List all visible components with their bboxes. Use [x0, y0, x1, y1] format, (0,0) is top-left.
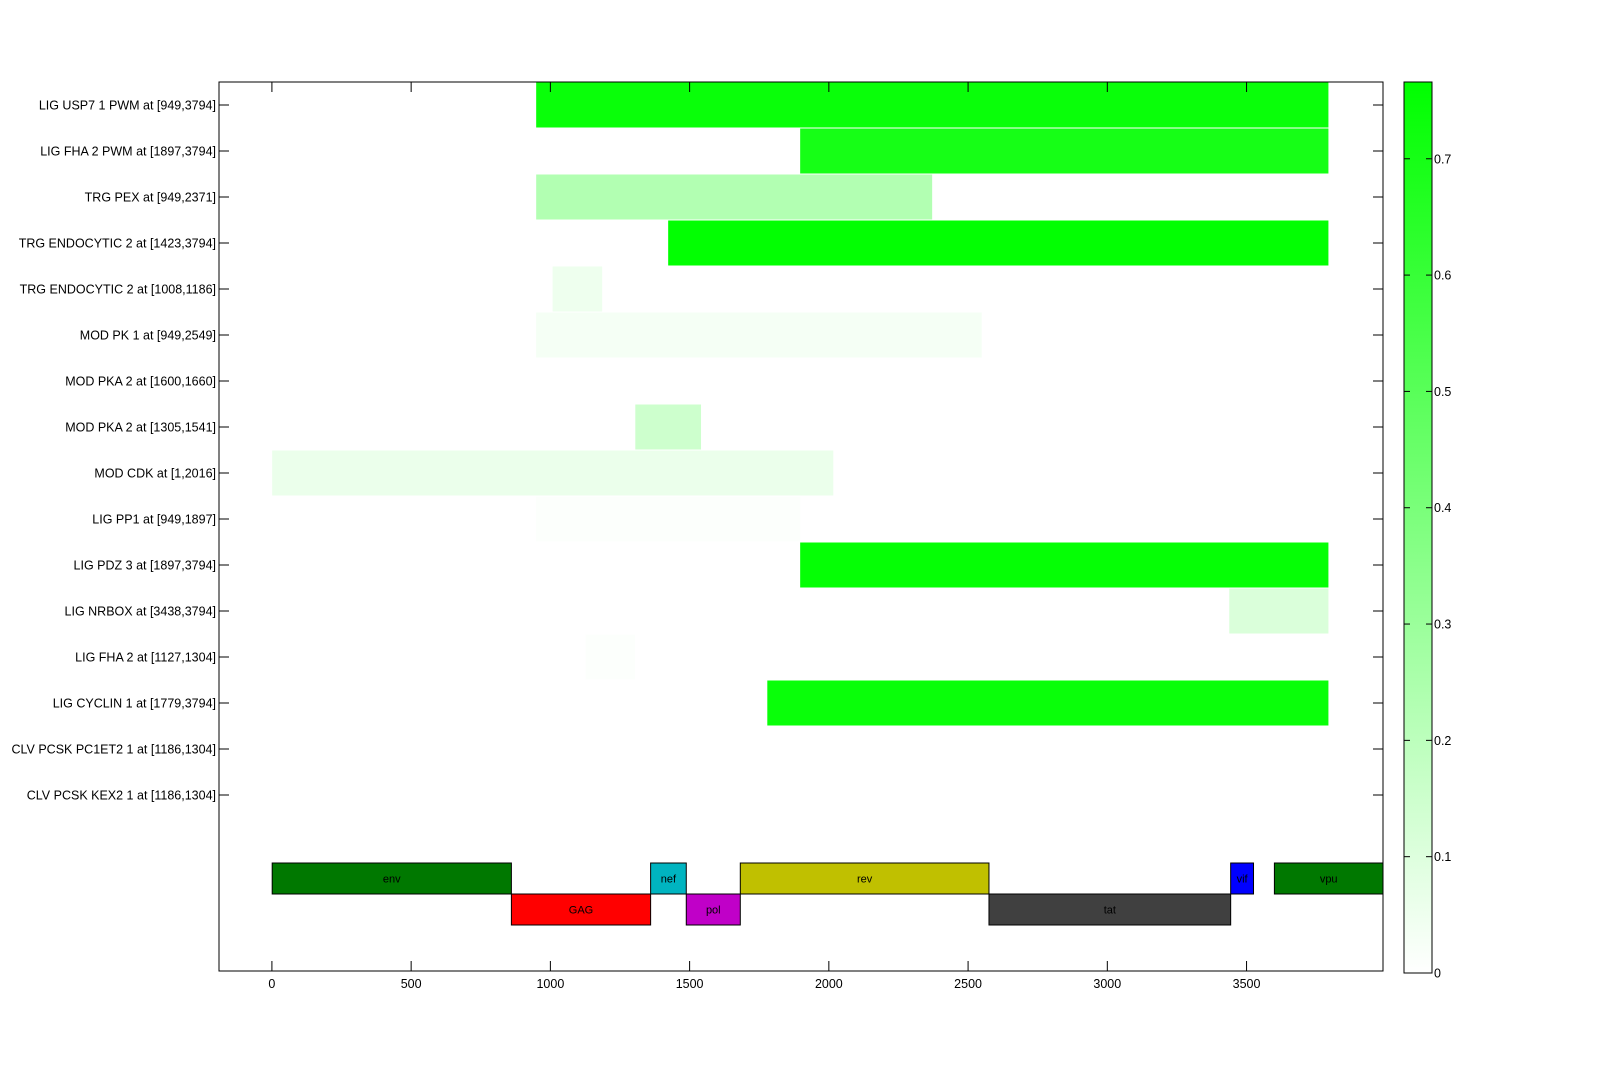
heatmap-bar: [536, 312, 982, 358]
y-tick-label: TRG PEX at [949,2371]: [85, 191, 216, 205]
gene-block: [685, 893, 741, 926]
y-tick-label: MOD PK 1 at [949,2549]: [80, 329, 216, 343]
y-tick-label: MOD PKA 2 at [1305,1541]: [65, 421, 216, 435]
y-tick-label: LIG FHA 2 at [1127,1304]: [75, 651, 216, 665]
heatmap-bar: [536, 82, 1329, 128]
y-tick-label: MOD PKA 2 at [1600,1660]: [65, 375, 216, 389]
colorbar-tick-label: 0.1: [1434, 850, 1451, 864]
x-tick-label: 1500: [676, 977, 704, 991]
heatmap-bar: [272, 450, 834, 496]
colorbar-tick-label: 0.5: [1434, 385, 1451, 399]
heatmap-bar: [536, 174, 933, 220]
heatmap-bar: [552, 266, 603, 312]
gene-block: [739, 862, 990, 895]
gene-block: [650, 862, 687, 895]
main-plot: env GAG nef pol rev tat vif vpu LIG USP7 1 PWM a…: [11, 81, 1384, 991]
colorbar-gradient: [1403, 81, 1433, 974]
y-tick-label: CLV PCSK PC1ET2 1 at [1186,1304]: [11, 743, 216, 757]
gene-label: GAG: [569, 905, 593, 917]
x-tick-label: 1000: [536, 977, 564, 991]
y-tick-label: LIG PP1 at [949,1897]: [92, 513, 216, 527]
y-tick-label: TRG ENDOCYTIC 2 at [1008,1186]: [20, 283, 216, 297]
axes-frame: [218, 81, 1384, 972]
y-tick-label: LIG PDZ 3 at [1897,3794]: [74, 559, 216, 573]
colorbar-tick-label: 0.7: [1434, 152, 1451, 166]
colorbar-tick-label: 0.3: [1434, 618, 1451, 632]
x-tick-label: 3000: [1093, 977, 1121, 991]
heatmap-bar: [1229, 588, 1329, 634]
heatmap-bar: [536, 496, 801, 542]
x-tick-label: 0: [268, 977, 275, 991]
y-tick-label: TRG ENDOCYTIC 2 at [1423,3794]: [19, 237, 216, 251]
y-tick-label: LIG NRBOX at [3438,3794]: [65, 605, 216, 619]
colorbar-tick-label: 0.2: [1434, 734, 1451, 748]
y-tick-label: LIG FHA 2 PWM at [1897,3794]: [40, 145, 216, 159]
gene-label: rev: [857, 874, 873, 886]
y-tick-label: CLV PCSK KEX2 1 at [1186,1304]: [27, 789, 216, 803]
gene-label: pol: [706, 905, 721, 917]
colorbar-tick-label: 0.6: [1434, 269, 1451, 283]
gene-block: [271, 862, 512, 895]
gene-block: [988, 893, 1232, 926]
colorbar-tick-label: 0.4: [1434, 501, 1451, 515]
gene-label: vpu: [1320, 874, 1338, 886]
heatmap-bar: [668, 220, 1329, 266]
heatmap-bar: [767, 680, 1329, 726]
heatmap-bar: [800, 128, 1329, 174]
x-tick-label: 2000: [815, 977, 843, 991]
x-tick-label: 500: [401, 977, 422, 991]
gene-label: nef: [661, 874, 677, 886]
gene-label: tat: [1104, 905, 1116, 917]
gene-label: env: [383, 874, 401, 886]
x-tick-label: 2500: [954, 977, 982, 991]
heatmap-bar: [602, 772, 636, 818]
gene-block: [1230, 862, 1255, 895]
gene-block: [510, 893, 652, 926]
y-tick-label: MOD CDK at [1,2016]: [94, 467, 216, 481]
heatmap-bar: [602, 726, 636, 772]
x-tick-label: 3500: [1233, 977, 1261, 991]
y-tick-label: LIG USP7 1 PWM at [949,3794]: [39, 99, 216, 113]
colorbar: 0 0.1 0.2 0.3 0.4 0.5 0.6 0.7: [1403, 81, 1451, 981]
colorbar-tick-label: 0: [1434, 967, 1441, 981]
heatmap-bar: [717, 358, 735, 404]
gene-label: vif: [1237, 874, 1249, 886]
heatmap-bar: [800, 542, 1329, 588]
heatmap-bar: [585, 634, 636, 680]
y-tick-label: LIG CYCLIN 1 at [1779,3794]: [53, 697, 216, 711]
heatmap-bar: [635, 404, 702, 450]
